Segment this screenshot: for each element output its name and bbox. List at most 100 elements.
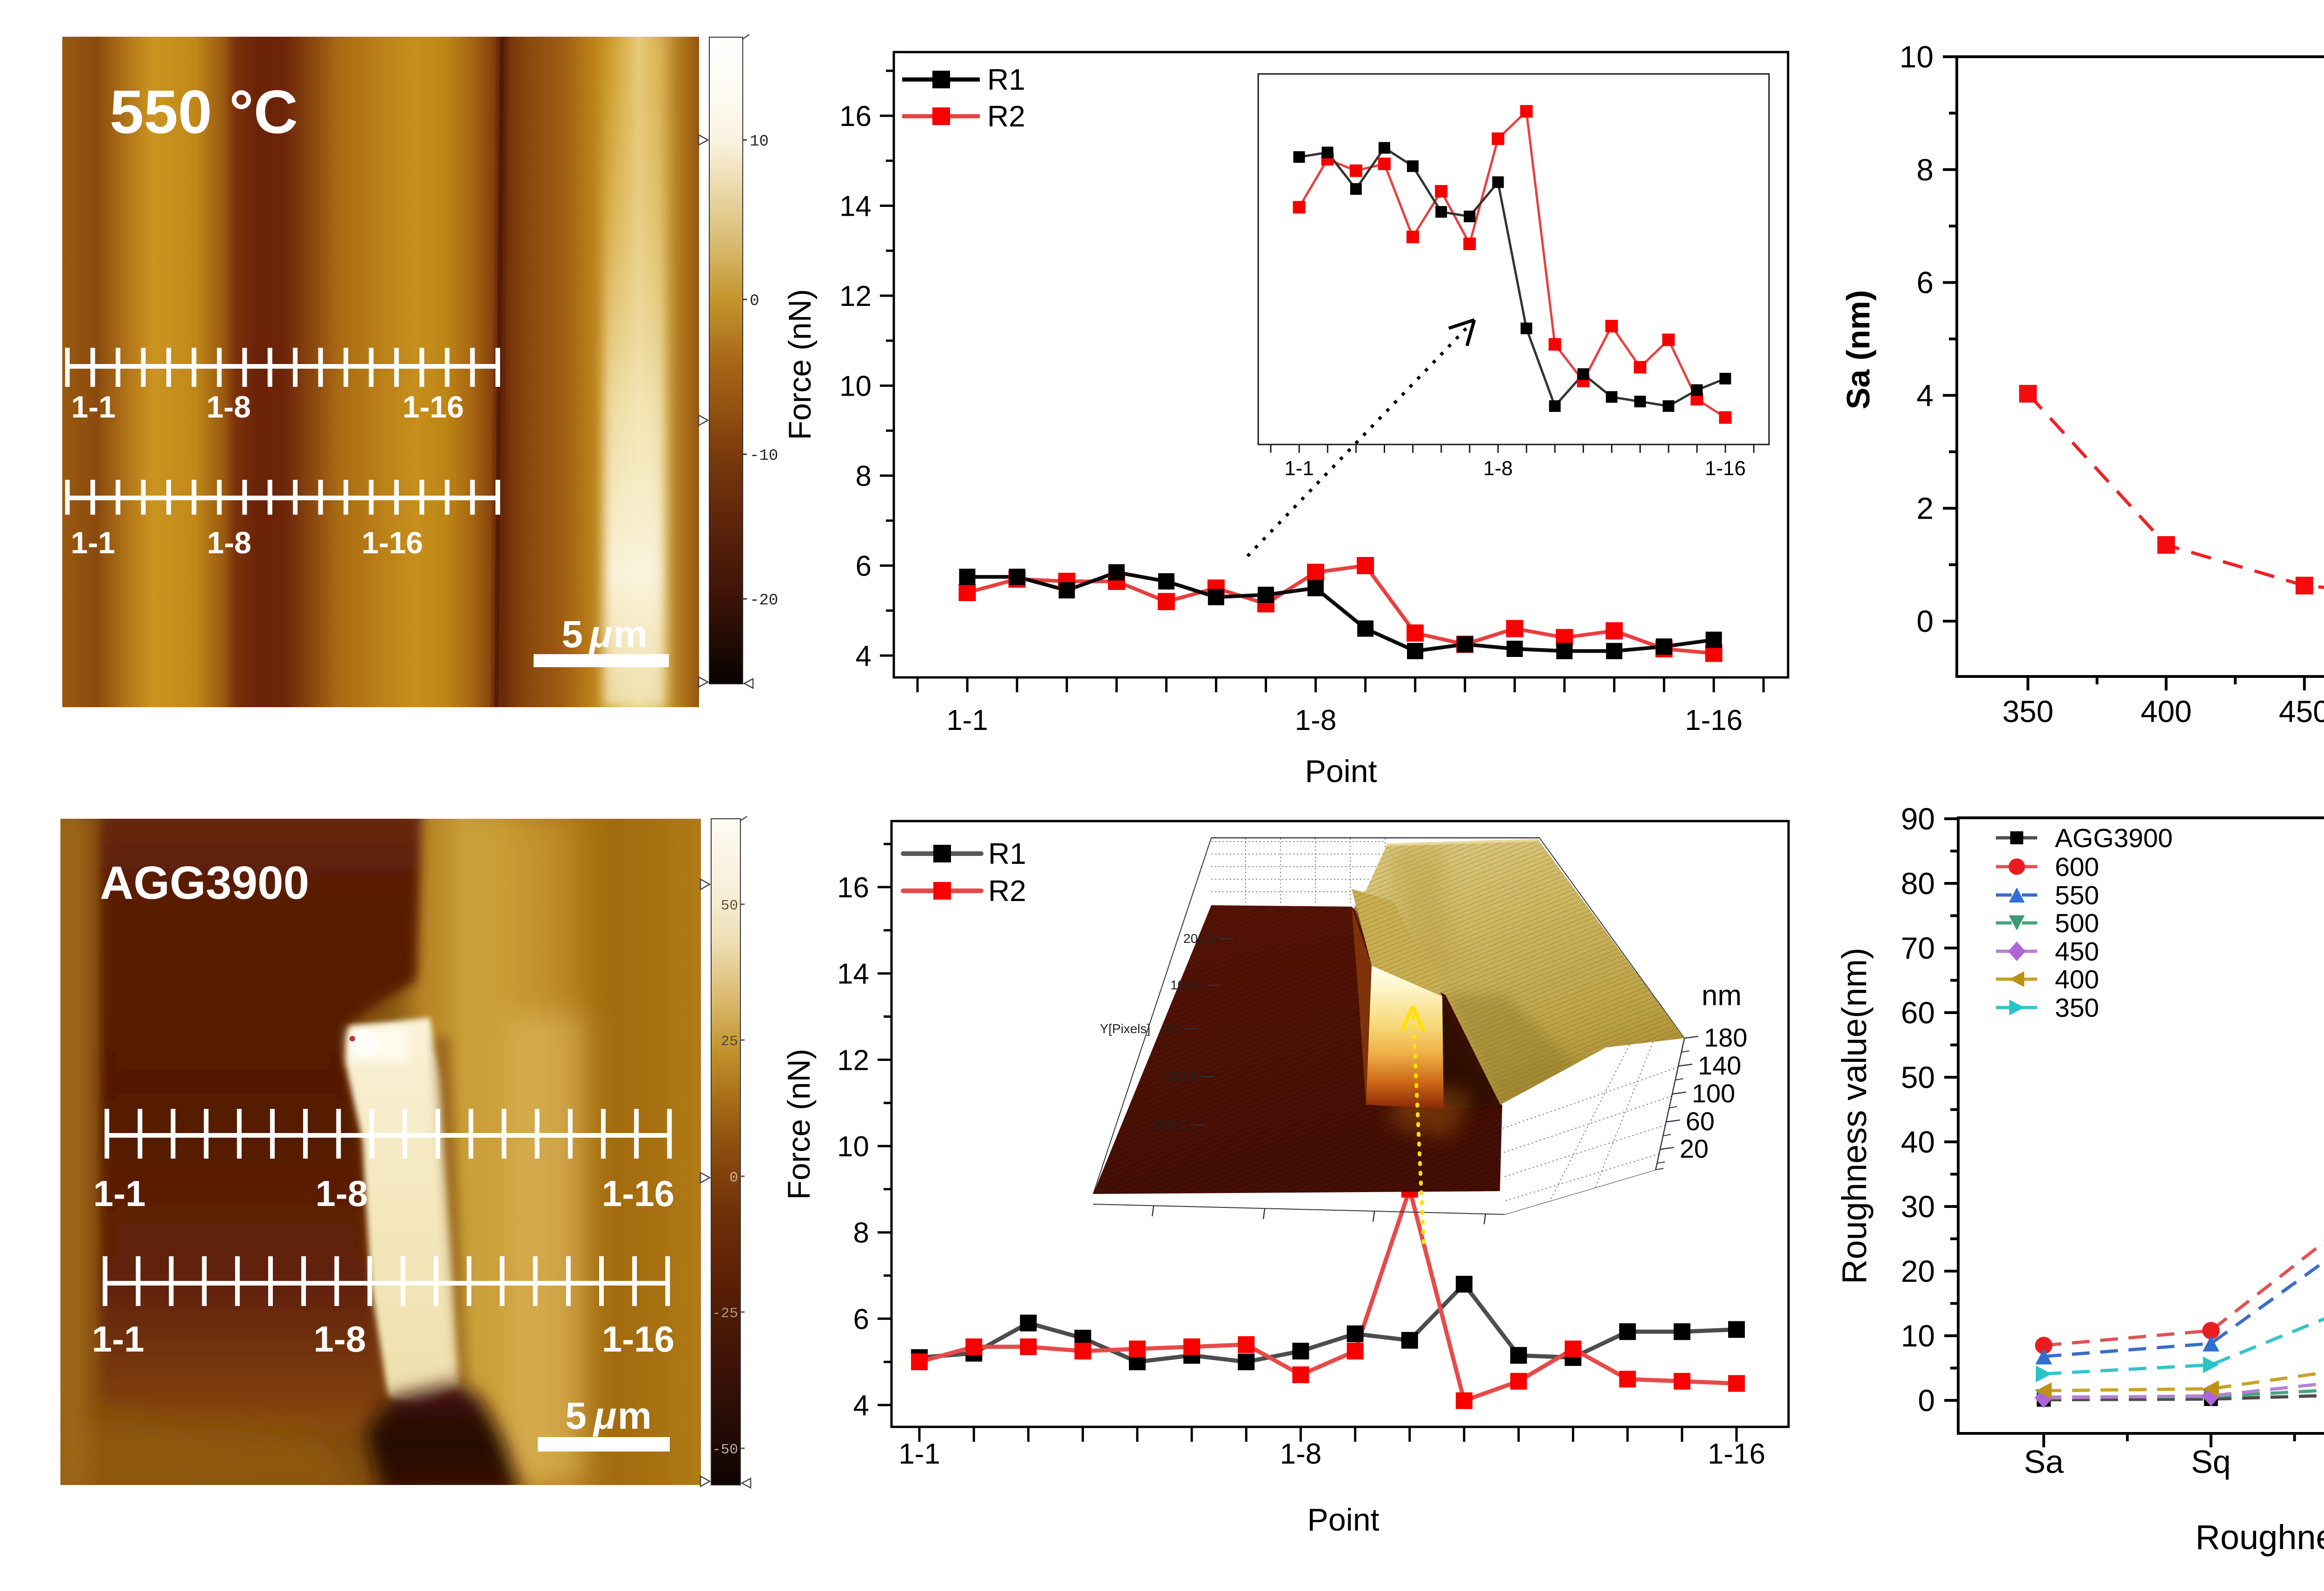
svg-text:1-16: 1-16 [362,525,423,560]
svg-text:0: 0 [729,1170,738,1186]
svg-text:1-8: 1-8 [316,1173,368,1214]
svg-text:550: 550 [2055,881,2099,910]
svg-text:Sa (nm): Sa (nm) [1840,290,1876,410]
svg-text:50: 50 [1901,1060,1935,1094]
svg-text:350: 350 [2055,993,2099,1023]
svg-text:550 °C: 550 °C [110,78,298,146]
svg-text:4: 4 [853,1390,869,1422]
svg-text:350: 350 [2002,694,2053,729]
svg-text:8: 8 [1916,152,1934,187]
svg-text:30: 30 [1901,1189,1935,1224]
svg-text:10: 10 [750,133,769,151]
svg-text:R2: R2 [987,99,1025,133]
svg-text:14: 14 [837,958,869,990]
svg-text:450: 450 [2055,937,2099,967]
svg-text:R2: R2 [988,874,1026,908]
svg-text:1-16: 1-16 [403,390,464,424]
svg-text:12: 12 [839,280,872,312]
svg-text:Point: Point [1305,754,1377,789]
svg-text:Force (nN): Force (nN) [782,289,818,440]
svg-text:14: 14 [839,191,872,223]
svg-text:Y[Pixels]: Y[Pixels] [1100,1021,1150,1036]
svg-text:1-8: 1-8 [207,525,251,560]
svg-text:80: 80 [1901,866,1935,901]
svg-text:0: 0 [1916,604,1934,638]
svg-text:0.0: 0.0 [1163,1021,1181,1036]
svg-text:6: 6 [853,1303,869,1335]
svg-text:90: 90 [1901,802,1935,836]
svg-text:Point: Point [1307,1502,1380,1538]
svg-text:1-1: 1-1 [71,390,115,424]
svg-text:60: 60 [1901,995,1935,1030]
svg-text:nm: nm [1702,980,1742,1012]
svg-text:AGG3900: AGG3900 [2055,823,2173,853]
svg-text:Sa: Sa [2024,1444,2064,1480]
svg-text:70: 70 [1901,931,1935,965]
svg-text:μ: μ [593,1395,616,1437]
svg-text:AGG3900: AGG3900 [100,857,309,909]
svg-text:1-16: 1-16 [602,1319,674,1359]
svg-text:20: 20 [1680,1134,1709,1163]
svg-text:200.0: 200.0 [1183,931,1216,946]
svg-text:R1: R1 [987,63,1025,96]
svg-text:m: m [618,1395,652,1437]
svg-text:1-8: 1-8 [1483,457,1513,480]
svg-text:1-8: 1-8 [206,390,251,424]
svg-text:-25: -25 [712,1306,738,1322]
svg-text:-50: -50 [712,1442,738,1458]
svg-text:16: 16 [839,100,872,133]
svg-text:1-1: 1-1 [71,525,115,560]
svg-text:4: 4 [1916,378,1934,412]
svg-text:450: 450 [2279,694,2324,729]
svg-text:m: m [614,613,647,656]
svg-text:1-16: 1-16 [1708,1438,1765,1470]
svg-text:20: 20 [1901,1254,1935,1288]
svg-text:1-8: 1-8 [314,1319,366,1359]
svg-text:Roughness value(nm): Roughness value(nm) [1835,948,1874,1284]
svg-text:25: 25 [721,1034,738,1050]
svg-text:Force (nN): Force (nN) [781,1049,817,1200]
svg-text:-20: -20 [750,592,778,610]
svg-text:8: 8 [853,1217,869,1249]
svg-text:1-16: 1-16 [1685,704,1743,736]
svg-text:400: 400 [2055,965,2099,994]
svg-text:1-1: 1-1 [1284,457,1314,480]
svg-text:-10: -10 [750,447,778,465]
svg-text:100.0: 100.0 [1170,978,1203,992]
svg-text:40: 40 [1901,1125,1935,1159]
svg-text:60: 60 [1686,1107,1715,1136]
svg-text:10: 10 [1900,40,1934,74]
svg-text:1-1: 1-1 [946,704,988,736]
svg-text:2: 2 [1916,491,1934,525]
svg-text:140: 140 [1698,1051,1741,1080]
svg-text:0: 0 [1918,1383,1935,1418]
svg-text:10: 10 [837,1131,869,1163]
svg-text:Roughness Parameters: Roughness Parameters [2195,1518,2324,1557]
svg-text:1-8: 1-8 [1280,1438,1322,1470]
svg-text:R1: R1 [988,837,1026,870]
svg-text:0: 0 [750,292,759,310]
svg-text:1-1: 1-1 [898,1438,940,1470]
svg-text:6: 6 [1916,265,1934,300]
svg-text:8: 8 [856,460,872,492]
svg-text:180: 180 [1704,1023,1747,1052]
svg-text:1-16: 1-16 [602,1173,674,1214]
svg-text:500: 500 [2055,908,2099,938]
svg-text:1-1: 1-1 [92,1319,145,1359]
svg-text:-200.0: -200.0 [1150,1118,1187,1132]
svg-text:1-1: 1-1 [93,1173,146,1214]
svg-text:5: 5 [561,613,583,656]
svg-text:5: 5 [565,1395,587,1437]
svg-text:10: 10 [1901,1319,1935,1353]
svg-text:16: 16 [837,872,869,904]
svg-text:10: 10 [839,371,872,403]
svg-text:Sq: Sq [2191,1444,2231,1480]
svg-text:600: 600 [2055,852,2099,882]
svg-text:μ: μ [588,613,612,656]
svg-text:400: 400 [2140,694,2192,729]
svg-text:100: 100 [1692,1079,1735,1108]
svg-text:-100.0: -100.0 [1160,1069,1196,1084]
svg-text:50: 50 [721,898,738,914]
svg-text:1-16: 1-16 [1705,457,1746,480]
svg-text:12: 12 [837,1044,869,1076]
